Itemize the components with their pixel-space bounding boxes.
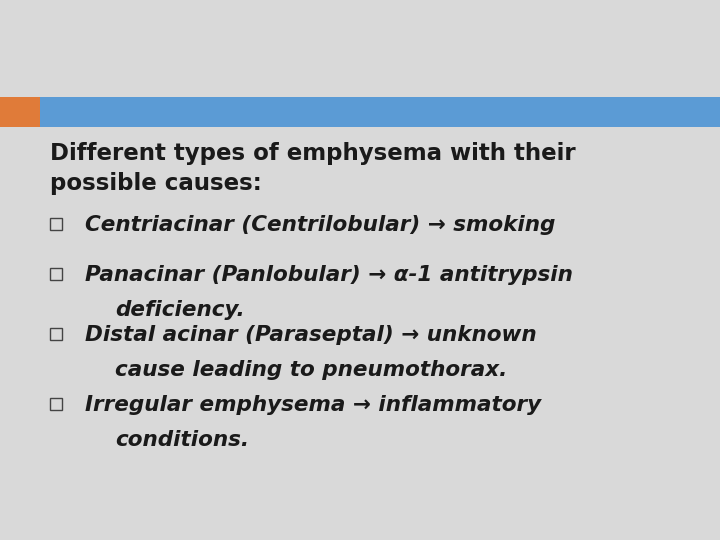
Text: Irregular emphysema → inflammatory: Irregular emphysema → inflammatory [85, 395, 541, 415]
Text: possible causes:: possible causes: [50, 172, 262, 195]
Bar [50, 218, 62, 230]
Text: cause leading to pneumothorax.: cause leading to pneumothorax. [115, 360, 508, 380]
Text: Centriacinar (Centrilobular) → smoking: Centriacinar (Centrilobular) → smoking [85, 215, 555, 235]
Text: Different types of emphysema with their: Different types of emphysema with their [50, 142, 575, 165]
Bar [0, 97, 40, 127]
Text: conditions.: conditions. [115, 430, 249, 450]
Text: Distal acinar (Paraseptal) → unknown: Distal acinar (Paraseptal) → unknown [85, 325, 536, 345]
Bar [50, 328, 62, 340]
Bar [0, 97, 720, 127]
Bar [50, 268, 62, 280]
Text: deficiency.: deficiency. [115, 300, 245, 320]
Text: Panacinar (Panlobular) → α-1 antitrypsin: Panacinar (Panlobular) → α-1 antitrypsin [85, 265, 573, 285]
Bar [50, 398, 62, 410]
